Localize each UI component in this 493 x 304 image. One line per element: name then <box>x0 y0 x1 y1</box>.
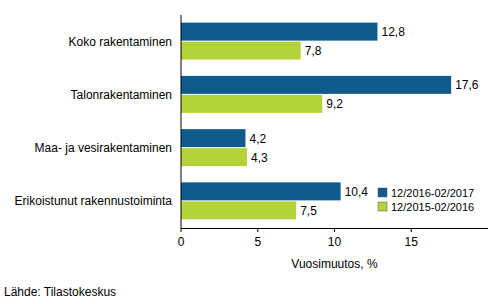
x-tick <box>181 228 182 232</box>
legend-swatch <box>378 188 387 197</box>
bar <box>181 129 245 147</box>
x-tick <box>411 228 412 232</box>
legend-swatch <box>378 202 387 211</box>
bar <box>181 95 322 113</box>
bar <box>181 148 247 166</box>
category-label: Talonrakentaminen <box>71 88 172 102</box>
data-label: 9,2 <box>326 97 343 111</box>
x-tick <box>334 228 335 232</box>
category-label: Erikoistunut rakennustoiminta <box>15 194 173 208</box>
source: Lähde: Tilastokeskus <box>4 285 116 299</box>
category-label: Maa- ja vesirakentaminen <box>35 141 172 155</box>
data-label: 7,8 <box>305 44 322 58</box>
x-axis-label: Vuosimuutos, % <box>291 257 378 271</box>
chart: 12,8 7,8 17,6 9,2 4,2 4,3 10,4 7,5 Koko rakentam… <box>0 0 493 304</box>
x-tick-label: 10 <box>328 235 342 249</box>
data-label: 17,6 <box>455 78 479 92</box>
x-tick-label: 0 <box>178 235 185 249</box>
x-tick <box>257 228 258 232</box>
data-label: 7,5 <box>300 204 317 218</box>
data-label: 4,2 <box>249 132 266 146</box>
data-labels: 12,8 7,8 17,6 9,2 4,2 4,3 10,4 7,5 <box>249 25 478 218</box>
legend: 12/2016-02/2017 12/2015-02/2016 <box>378 187 474 213</box>
category-label: Koko rakentaminen <box>69 35 172 49</box>
bar <box>181 182 341 200</box>
y-axis-line <box>181 15 182 228</box>
data-label: 10,4 <box>345 185 369 199</box>
data-label: 12,8 <box>381 25 405 39</box>
data-label: 4,3 <box>251 151 268 165</box>
bar <box>181 42 301 60</box>
bar <box>181 76 451 94</box>
legend-label: 12/2016-02/2017 <box>391 187 474 199</box>
legend-label: 12/2015-02/2016 <box>391 201 474 213</box>
x-tick-label: 5 <box>254 235 261 249</box>
bar <box>181 23 377 41</box>
x-tick-label: 15 <box>405 235 419 249</box>
bar <box>181 201 296 219</box>
